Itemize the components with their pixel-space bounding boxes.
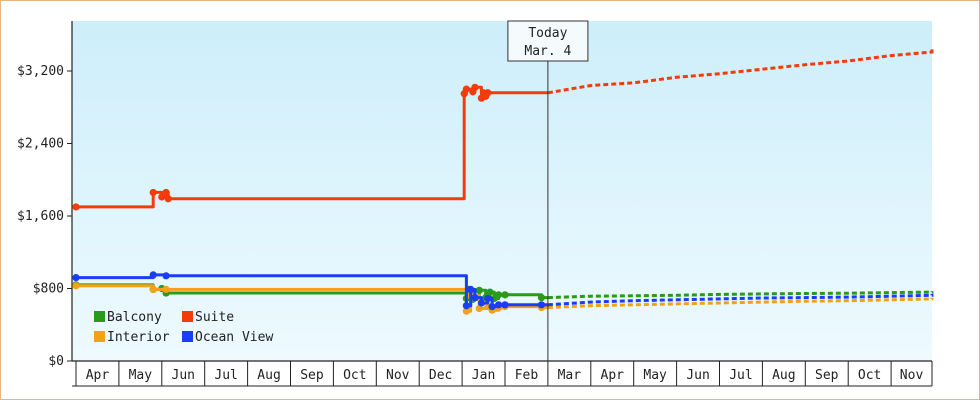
legend-swatch-ocean-view xyxy=(182,331,193,342)
data-point-balcony xyxy=(475,286,483,294)
series-forecast-ocean-view xyxy=(547,293,934,307)
x-tick-label: Feb xyxy=(515,368,539,383)
y-tick-label: $3,200 xyxy=(17,64,64,79)
data-point-ocean-view xyxy=(494,301,503,309)
y-tick-label: $1,600 xyxy=(17,209,64,224)
x-tick-label: Nov xyxy=(900,368,924,383)
data-point-ocean-view xyxy=(488,303,496,311)
data-point-ocean-view xyxy=(471,293,479,302)
data-point-ocean-view xyxy=(72,274,80,282)
legend-swatch-interior xyxy=(94,331,105,342)
x-tick-label: Apr xyxy=(601,368,625,383)
x-tick-label: Dec xyxy=(429,368,452,383)
legend: Balcony Suite Interior Ocean View xyxy=(94,310,273,345)
series-forecast-balcony xyxy=(547,290,934,300)
data-point-balcony xyxy=(501,291,509,299)
legend-label-ocean-view: Ocean View xyxy=(195,330,273,345)
data-point-ocean-view xyxy=(501,301,509,309)
series-forecast-interior xyxy=(547,297,934,309)
x-tick-label: Aug xyxy=(257,368,280,383)
legend-swatch-balcony xyxy=(94,311,105,322)
x-tick-label: Sep xyxy=(815,368,839,383)
today-box xyxy=(507,20,589,62)
data-point-interior xyxy=(162,285,170,294)
series-forecast-suite xyxy=(547,46,934,95)
y-tick-label: $2,400 xyxy=(17,137,64,152)
legend-swatch-suite xyxy=(182,311,193,322)
x-tick-label: Jul xyxy=(214,368,237,383)
legend-label-interior: Interior xyxy=(107,330,170,345)
data-point-suite xyxy=(158,193,166,201)
data-point-suite xyxy=(149,188,157,197)
data-point-suite xyxy=(164,195,172,203)
today-label: Today xyxy=(528,26,567,41)
x-tick-label: Sep xyxy=(300,368,324,383)
legend-label-balcony: Balcony xyxy=(107,310,162,325)
data-point-interior xyxy=(149,285,157,294)
data-point-ocean-view xyxy=(462,302,470,310)
x-tick-label: Apr xyxy=(86,368,110,383)
x-tick-label: Oct xyxy=(343,368,366,383)
today-date-label: Mar. 4 xyxy=(524,44,571,59)
y-axis: $0 $800 $1,600 $2,400 $3,200 xyxy=(17,21,73,369)
data-point-suite xyxy=(72,203,80,211)
x-tick-label: Jan xyxy=(472,368,495,383)
y-tick-label: $0 xyxy=(48,354,64,369)
x-tick-label: Oct xyxy=(858,368,881,383)
x-axis: Apr May Jun Jul Aug Sep Oct Nov Dec Jan Feb Mar Apr M… xyxy=(72,360,933,387)
data-point-ocean-view xyxy=(537,301,546,309)
data-point-interior xyxy=(72,282,80,290)
x-tick-label: Aug xyxy=(772,368,795,383)
data-point-ocean-view xyxy=(149,271,157,279)
data-point-interior xyxy=(475,304,483,313)
x-tick-label: May xyxy=(129,368,153,383)
data-point-balcony xyxy=(486,288,494,296)
data-point-balcony xyxy=(537,293,546,302)
data-point-ocean-view xyxy=(477,299,486,307)
x-tick-label: Nov xyxy=(386,368,410,383)
x-tick-label: Jun xyxy=(172,368,195,383)
x-tick-label: May xyxy=(643,368,667,383)
legend-label-suite: Suite xyxy=(195,310,234,325)
today-marker: Today Mar. 4 xyxy=(507,20,589,361)
data-point-balcony xyxy=(494,291,503,299)
x-tick-label: Mar xyxy=(558,368,582,383)
x-tick-label: Jun xyxy=(686,368,709,383)
data-point-suite xyxy=(471,83,479,91)
data-point-ocean-view xyxy=(484,294,492,303)
x-tick-label: Jul xyxy=(729,368,752,383)
data-point-suite xyxy=(484,89,492,97)
series-layer xyxy=(72,46,934,315)
data-point-suite xyxy=(162,188,170,197)
data-point-interior xyxy=(462,307,470,315)
data-point-ocean-view xyxy=(467,285,475,294)
data-point-suite xyxy=(462,85,470,93)
data-point-ocean-view xyxy=(162,272,170,280)
y-tick-label: $800 xyxy=(33,282,64,297)
